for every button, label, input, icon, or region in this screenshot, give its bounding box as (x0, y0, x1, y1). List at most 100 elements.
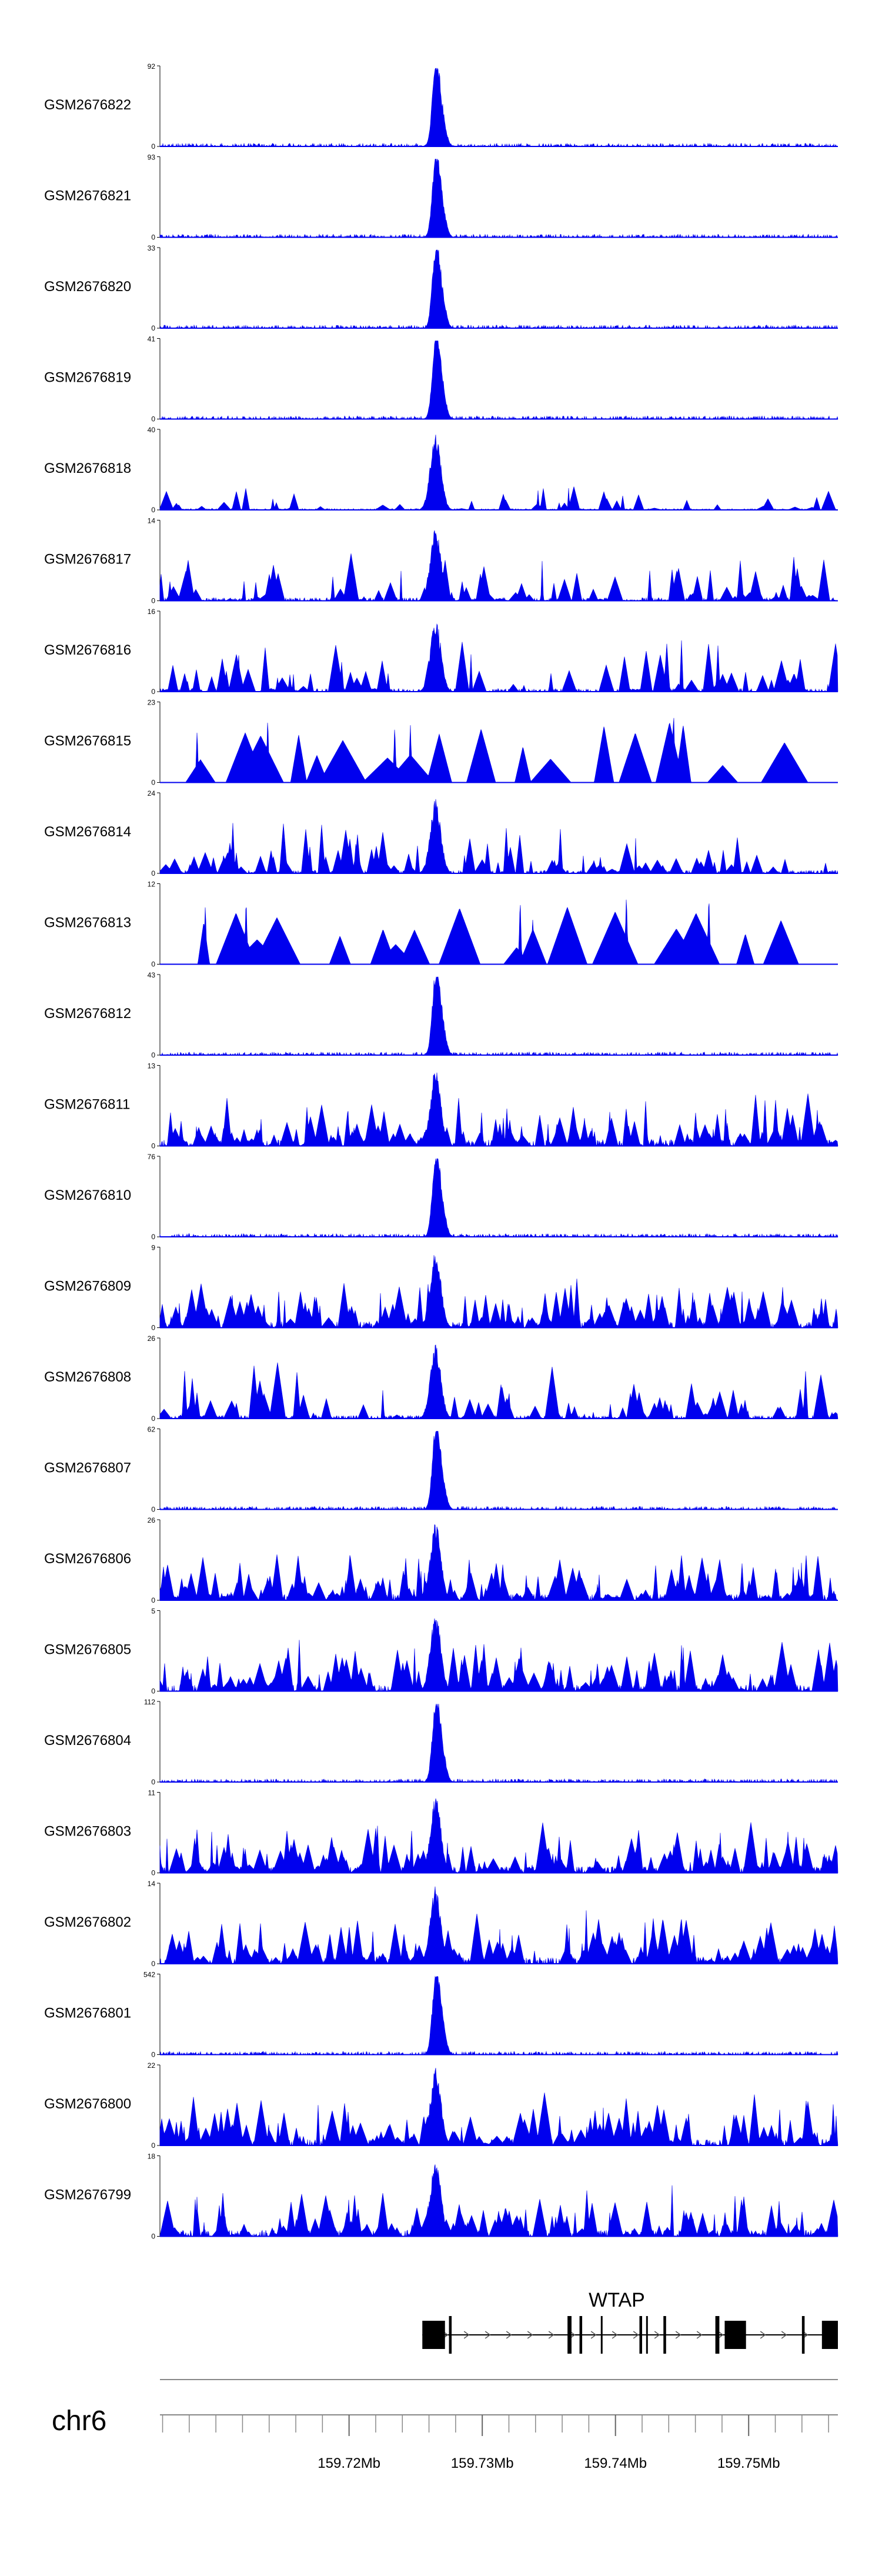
axis-tick-label: 159.74Mb (584, 2455, 647, 2471)
ymin-label: 0 (151, 779, 155, 787)
track-label: GSM2676818 (44, 461, 131, 476)
coverage-area (159, 623, 838, 693)
track-GSM2676808: GSM2676808 26 0 (44, 1334, 838, 1423)
ymax-label: 13 (148, 1062, 156, 1070)
ymax-label: 43 (148, 971, 156, 979)
ymax-label: 26 (148, 1334, 156, 1343)
coverage-area (160, 976, 838, 1056)
track-GSM2676811: GSM2676811 13 0 (44, 1062, 838, 1150)
coverage-area (159, 1344, 838, 1420)
ymin-label: 0 (151, 2051, 155, 2059)
track-label: GSM2676807 (44, 1460, 131, 1476)
track-GSM2676814: GSM2676814 24 0 (44, 789, 838, 877)
ymax-label: 9 (151, 1244, 155, 1252)
track-label: GSM2676819 (44, 370, 131, 386)
coverage-area (159, 1072, 838, 1147)
strand-arrow (485, 2331, 491, 2339)
track-GSM2676805: GSM2676805 5 0 (44, 1607, 838, 1696)
track-label: GSM2676816 (44, 642, 131, 658)
ymax-label: 92 (148, 62, 156, 71)
ymax-label: 18 (148, 2153, 156, 2161)
ymax-label: 62 (148, 1426, 156, 1434)
chromosome-label: chr6 (52, 2405, 106, 2437)
ymax-label: 5 (151, 1607, 155, 1616)
track-GSM2676804: GSM2676804 112 0 (44, 1698, 838, 1786)
track-label: GSM2676801 (44, 2006, 131, 2021)
gene-exon (639, 2316, 643, 2354)
track-GSM2676816: GSM2676816 16 0 (44, 608, 838, 696)
gene-exon (801, 2316, 805, 2354)
strand-arrow (781, 2331, 787, 2339)
track-GSM2676803: GSM2676803 11 0 (44, 1789, 838, 1877)
ymax-label: 24 (148, 789, 156, 798)
ymax-label: 41 (148, 335, 156, 343)
track-GSM2676820: GSM2676820 33 0 (44, 244, 838, 332)
strand-arrow (527, 2331, 533, 2339)
track-label: GSM2676809 (44, 1279, 131, 1294)
track-GSM2676806: GSM2676806 26 0 (44, 1516, 838, 1604)
track-label: GSM2676806 (44, 1551, 131, 1567)
gene-exon (821, 2321, 838, 2349)
ymax-label: 542 (143, 1971, 155, 1979)
strand-arrow (633, 2331, 639, 2339)
track-GSM2676818: GSM2676818 40 0 (44, 426, 838, 514)
ymax-label: 40 (148, 426, 156, 434)
coverage-area (159, 249, 838, 329)
track-label: GSM2676815 (44, 733, 131, 749)
track-GSM2676822: GSM2676822 92 0 (44, 62, 838, 151)
ymin-label: 0 (151, 1960, 155, 1968)
ymin-label: 0 (151, 869, 155, 877)
strand-arrow (506, 2331, 512, 2339)
strand-arrow (654, 2331, 660, 2339)
ymin-label: 0 (151, 1414, 155, 1423)
track-GSM2676799: GSM2676799 18 0 (44, 2153, 838, 2241)
track-label: GSM2676800 (44, 2096, 131, 2112)
gene-exon (715, 2316, 720, 2354)
gene-exon (646, 2316, 648, 2354)
axis-tick-label: 159.73Mb (451, 2455, 514, 2471)
track-GSM2676819: GSM2676819 41 0 (44, 335, 838, 423)
ymin-label: 0 (151, 324, 155, 332)
ymin-label: 0 (151, 2141, 155, 2150)
track-label: GSM2676799 (44, 2187, 131, 2203)
track-label: GSM2676803 (44, 1824, 131, 1840)
ymax-label: 16 (148, 608, 156, 616)
track-label: GSM2676813 (44, 915, 131, 931)
ymin-label: 0 (151, 1506, 155, 1514)
gene-exon (449, 2316, 452, 2354)
ymax-label: 14 (148, 1880, 156, 1888)
ymin-label: 0 (151, 1142, 155, 1150)
ymin-label: 0 (151, 1051, 155, 1059)
track-label: GSM2676805 (44, 1642, 131, 1658)
track-GSM2676821: GSM2676821 93 0 (44, 154, 838, 242)
ymax-label: 26 (148, 1516, 156, 1524)
ymin-label: 0 (151, 1324, 155, 1332)
gene-exon (724, 2321, 746, 2349)
coverage-area (159, 1255, 838, 1329)
strand-arrow (717, 2331, 724, 2339)
coverage-area (159, 68, 838, 148)
ymax-label: 93 (148, 154, 156, 162)
coverage-area (159, 341, 838, 420)
coverage-area (159, 1976, 838, 2056)
track-GSM2676815: GSM2676815 23 0 (44, 699, 838, 787)
gene-exon (600, 2316, 603, 2354)
ymin-label: 0 (151, 1778, 155, 1786)
coverage-area (159, 1886, 838, 1964)
ymin-label: 0 (151, 1596, 155, 1604)
track-label: GSM2676808 (44, 1369, 131, 1385)
track-label: GSM2676821 (44, 188, 131, 204)
strand-arrow (760, 2331, 766, 2339)
strand-arrow (696, 2331, 703, 2339)
coverage-tracks: GSM2676822920GSM2676821930GSM2676820330G… (44, 62, 838, 2241)
coverage-area (160, 899, 838, 965)
coverage-area (159, 2164, 838, 2237)
coverage-area (159, 435, 838, 510)
gene-label: WTAP (589, 2289, 645, 2311)
gene-exon (567, 2316, 572, 2354)
coverage-area (159, 530, 838, 602)
ymin-label: 0 (151, 2233, 155, 2241)
gene-exon (422, 2321, 445, 2349)
coverage-area (159, 158, 838, 238)
